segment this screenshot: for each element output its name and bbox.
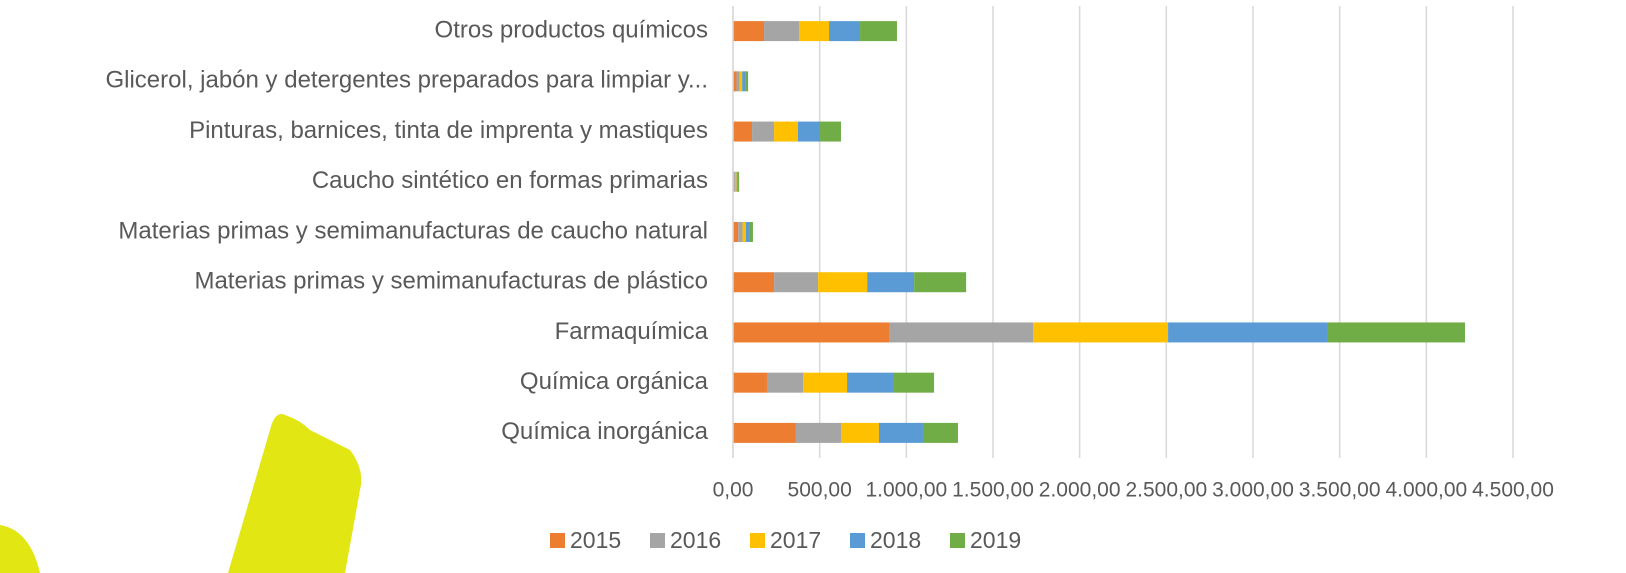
bar-segment (738, 172, 739, 192)
bar-segment (733, 122, 752, 142)
category-label: Caucho sintético en formas primarias (312, 167, 708, 194)
bar-segment (867, 272, 914, 292)
bar-segment (752, 122, 774, 142)
x-tick-label: 3.500,00 (1299, 479, 1381, 502)
decoration (228, 414, 361, 573)
legend-swatch (650, 533, 665, 548)
x-tick-label: 1.500,00 (952, 479, 1034, 502)
legend-label: 2019 (970, 527, 1021, 553)
bar-segment (799, 21, 829, 41)
bar-segment (733, 21, 764, 41)
bar-segment (1327, 322, 1465, 342)
bar-segment (737, 172, 738, 192)
x-tick-label: 500,00 (788, 479, 852, 502)
bar-segment (803, 373, 847, 393)
bar-segment (820, 122, 841, 142)
bar-segment (733, 322, 889, 342)
x-tick-label: 0,00 (713, 479, 754, 502)
legend-swatch (550, 533, 565, 548)
bar-segment (733, 423, 796, 443)
bar-segment (841, 423, 879, 443)
category-label: Pinturas, barnices, tinta de imprenta y … (189, 117, 708, 144)
bar-segment (860, 21, 897, 41)
bar-segment (889, 322, 1033, 342)
bar-segment (1033, 322, 1168, 342)
category-label: Materias primas y semimanufacturas de pl… (194, 268, 708, 295)
legend-swatch (950, 533, 965, 548)
bar-segment (914, 272, 966, 292)
bar-segment (743, 222, 746, 242)
bar-segment (1168, 322, 1327, 342)
x-tick-label: 2.000,00 (1039, 479, 1121, 502)
chart: 0,00 500,00 1.000,001.500,002.000,002.500,… (0, 0, 1626, 573)
bar-segment (742, 71, 745, 91)
bar-segment (734, 172, 735, 192)
legend-label: 2016 (670, 527, 721, 553)
bar-segment (733, 272, 774, 292)
bar-segment (738, 222, 742, 242)
legend-label: 2017 (770, 527, 821, 553)
legend-swatch (850, 533, 865, 548)
category-label: Química orgánica (520, 368, 709, 395)
bar-segment (818, 272, 867, 292)
bar-segment (733, 373, 767, 393)
bar-segment (829, 21, 860, 41)
bar-segment (733, 222, 738, 242)
legend-label: 2018 (870, 527, 921, 553)
category-label: Materias primas y semimanufacturas de ca… (118, 217, 708, 244)
bar-segment (749, 222, 752, 242)
legend-label: 2015 (570, 527, 621, 553)
category-label: Glicerol, jabón y detergentes preparados… (105, 67, 708, 94)
category-label: Farmaquímica (555, 318, 709, 345)
x-tick-label: 3.000,00 (1212, 479, 1294, 502)
bar-segment (764, 21, 799, 41)
bar-segment (847, 373, 893, 393)
bar-segment (774, 122, 798, 142)
category-label: Química inorgánica (501, 418, 708, 445)
bar-segment (798, 122, 820, 142)
legend-swatch (750, 533, 765, 548)
bar-segment (745, 71, 748, 91)
bar-segment (879, 423, 923, 443)
decoration (0, 525, 40, 573)
bar-segment (774, 272, 818, 292)
bar-segment (893, 373, 934, 393)
x-tick-label: 4.000,00 (1385, 479, 1467, 502)
bar-segment (746, 222, 749, 242)
bar-segment (740, 71, 743, 91)
bar-segment (923, 423, 958, 443)
x-tick-label: 2.500,00 (1125, 479, 1207, 502)
bar-segment (735, 172, 736, 192)
bar-segment (796, 423, 841, 443)
category-label: Otros productos químicos (435, 16, 708, 43)
bar-segment (736, 71, 739, 91)
bar-segment (767, 373, 803, 393)
x-tick-label: 4.500,00 (1472, 479, 1554, 502)
x-tick-label: 1.000,00 (865, 479, 947, 502)
